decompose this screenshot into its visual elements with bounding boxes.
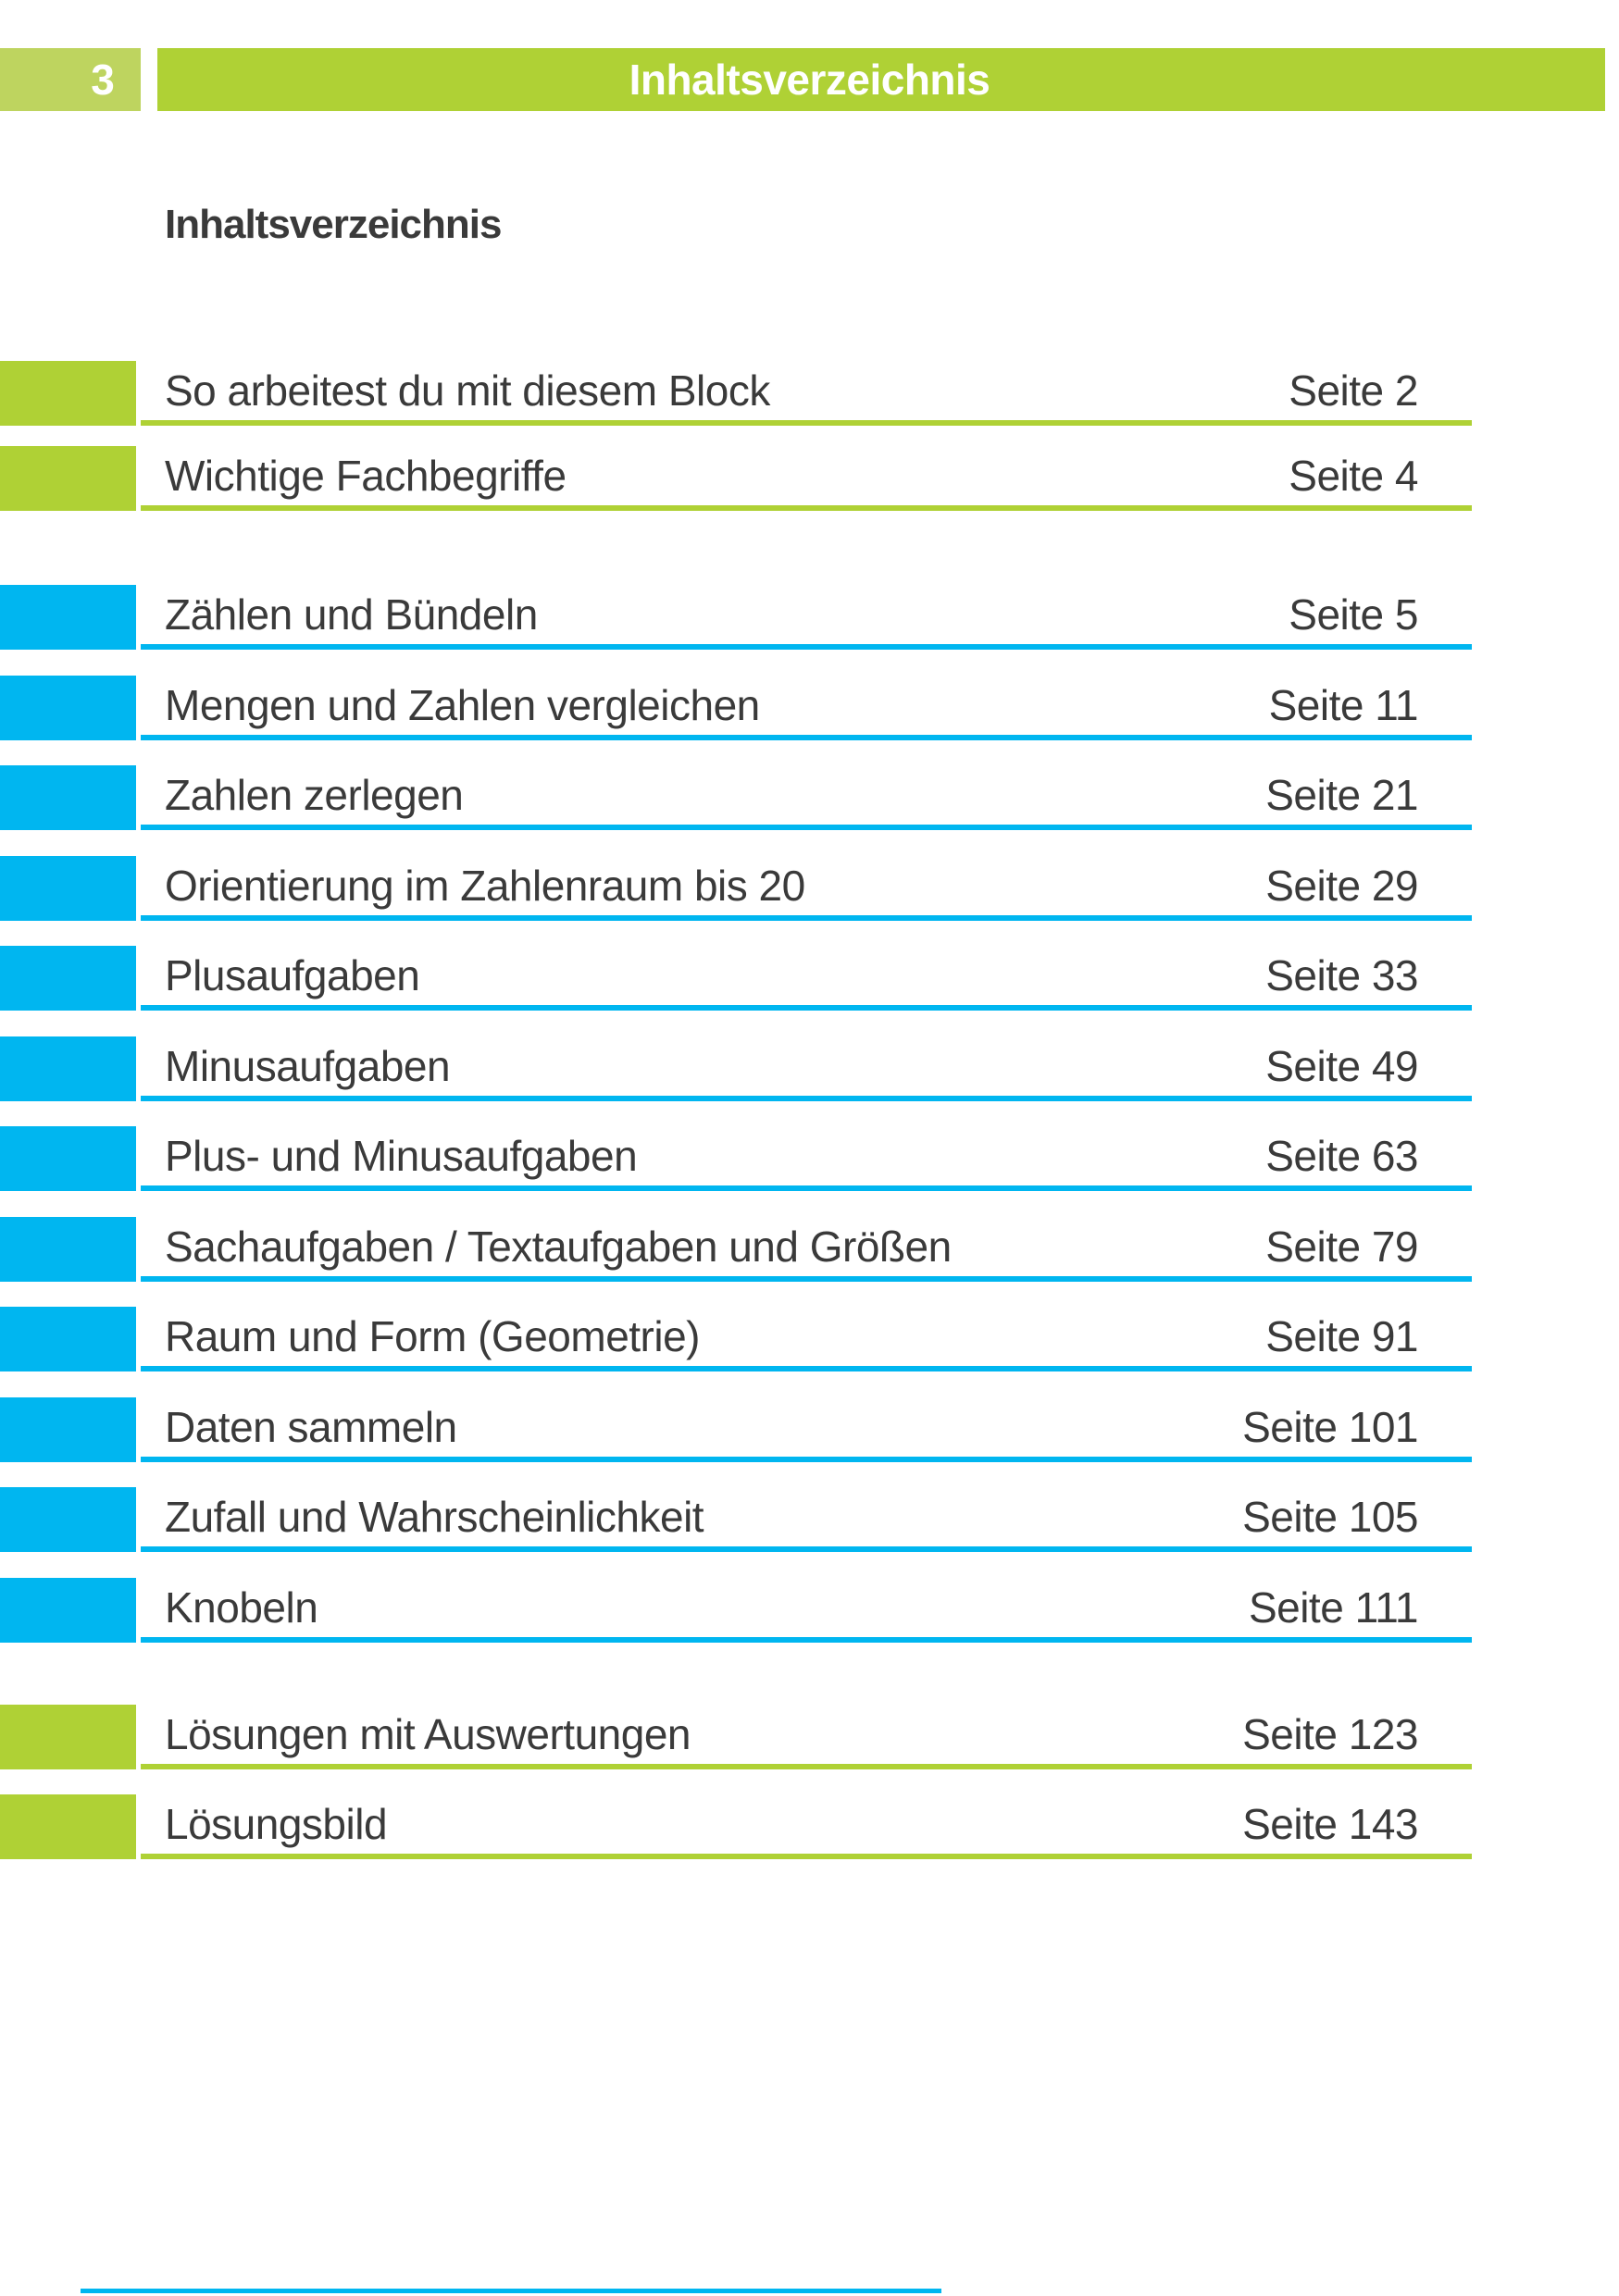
toc-entry-page: Seite 4 xyxy=(1289,452,1418,500)
row-color-tab xyxy=(0,446,136,511)
toc-entry-title: Daten sammeln xyxy=(165,1402,457,1451)
row-underline xyxy=(141,1005,1472,1011)
toc-entry-title: Zufall und Wahrscheinlichkeit xyxy=(165,1493,704,1541)
toc-group-green: So arbeitest du mit diesem Block Seite 2… xyxy=(0,361,1472,511)
row-underline xyxy=(141,914,1472,921)
toc-row: Orientierung im Zahlenraum bis 20 Seite … xyxy=(0,855,1472,921)
row-color-tab xyxy=(0,1126,136,1191)
toc-entry-title: Zahlen zerlegen xyxy=(165,771,464,819)
toc-entry-page: Seite 101 xyxy=(1242,1402,1418,1451)
toc-row: Lösungsbild Seite 143 xyxy=(0,1794,1472,1859)
row-underline xyxy=(141,1275,1472,1282)
toc-entry-title: Minusaufgaben xyxy=(165,1041,451,1090)
row-color-tab xyxy=(0,1705,136,1769)
row-underline xyxy=(141,1095,1472,1101)
toc-entry-title: Wichtige Fachbegriffe xyxy=(165,452,567,500)
toc-row: Wichtige Fachbegriffe Seite 4 xyxy=(0,446,1472,511)
toc-entry-page: Seite 5 xyxy=(1289,590,1418,639)
toc-group-green: Lösungen mit Auswertungen Seite 123 Lösu… xyxy=(0,1705,1472,1859)
row-underline xyxy=(141,644,1472,650)
toc-entry-title: Orientierung im Zahlenraum bis 20 xyxy=(165,861,805,910)
row-color-tab xyxy=(0,946,136,1011)
toc-entry-title: Lösungsbild xyxy=(165,1800,388,1848)
toc-row: Minusaufgaben Seite 49 xyxy=(0,1036,1472,1101)
row-color-tab xyxy=(0,675,136,740)
toc-entry-page: Seite 49 xyxy=(1265,1041,1418,1090)
toc-entry-page: Seite 33 xyxy=(1265,951,1418,999)
row-color-tab xyxy=(0,585,136,650)
row-color-tab xyxy=(0,1396,136,1462)
toc-row: Knobeln Seite 111 xyxy=(0,1577,1472,1643)
row-color-tab xyxy=(0,1577,136,1643)
toc-row: Lösungen mit Auswertungen Seite 123 xyxy=(0,1705,1472,1769)
row-underline xyxy=(141,1854,1472,1859)
toc-entry-page: Seite 11 xyxy=(1268,680,1419,729)
row-color-tab xyxy=(0,1216,136,1282)
toc-entry-page: Seite 105 xyxy=(1242,1493,1418,1541)
toc-entry-page: Seite 143 xyxy=(1242,1800,1418,1848)
toc-entry-page: Seite 2 xyxy=(1289,366,1418,415)
row-underline xyxy=(141,420,1472,426)
toc-entry-title: Plusaufgaben xyxy=(165,951,420,999)
toc-row: Plusaufgaben Seite 33 xyxy=(0,946,1472,1011)
toc-row: Zahlen zerlegen Seite 21 xyxy=(0,765,1472,830)
page-number: 3 xyxy=(91,56,115,104)
page-number-box: 3 xyxy=(0,48,141,111)
header-title: Inhaltsverzeichnis xyxy=(0,48,1619,111)
toc-row: Mengen und Zahlen vergleichen Seite 11 xyxy=(0,675,1472,740)
toc-entry-title: Raum und Form (Geometrie) xyxy=(165,1312,701,1360)
toc-entry-title: Lösungen mit Auswertungen xyxy=(165,1710,691,1758)
header-bar xyxy=(157,48,1605,111)
bottom-edge-line xyxy=(81,2289,941,2293)
toc-row: Zählen und Bündeln Seite 5 xyxy=(0,585,1472,650)
row-underline xyxy=(141,1456,1472,1462)
toc-row: Daten sammeln Seite 101 xyxy=(0,1396,1472,1462)
header-title-text: Inhaltsverzeichnis xyxy=(629,56,990,104)
page-heading: Inhaltsverzeichnis xyxy=(165,202,502,247)
toc-row: Zufall und Wahrscheinlichkeit Seite 105 xyxy=(0,1487,1472,1552)
toc-entry-page: Seite 123 xyxy=(1242,1710,1418,1758)
row-underline xyxy=(141,1366,1472,1371)
toc-entry-title: Zählen und Bündeln xyxy=(165,590,538,639)
toc-entry-page: Seite 111 xyxy=(1248,1582,1419,1632)
toc-entry-title: Sachaufgaben / Textaufgaben und Größen xyxy=(165,1222,952,1271)
toc-group-blue: Zählen und Bündeln Seite 5 Mengen und Za… xyxy=(0,585,1472,1643)
row-underline xyxy=(141,505,1472,511)
row-underline xyxy=(141,1546,1472,1552)
row-color-tab xyxy=(0,1794,136,1859)
toc-row: Raum und Form (Geometrie) Seite 91 xyxy=(0,1307,1472,1371)
row-color-tab xyxy=(0,765,136,830)
row-underline xyxy=(141,1764,1472,1769)
row-color-tab xyxy=(0,1307,136,1371)
toc-entry-title: So arbeitest du mit diesem Block xyxy=(165,366,770,415)
toc-row: So arbeitest du mit diesem Block Seite 2 xyxy=(0,361,1472,426)
toc-entry-title: Plus- und Minusaufgaben xyxy=(165,1132,638,1180)
toc-entry-page: Seite 29 xyxy=(1265,861,1418,910)
toc-list: So arbeitest du mit diesem Block Seite 2… xyxy=(0,361,1472,1884)
toc-entry-title: Knobeln xyxy=(165,1582,318,1632)
toc-row: Sachaufgaben / Textaufgaben und Größen S… xyxy=(0,1216,1472,1282)
row-underline xyxy=(141,734,1472,740)
toc-entry-page: Seite 21 xyxy=(1265,771,1418,819)
row-underline xyxy=(141,825,1472,830)
toc-entry-page: Seite 63 xyxy=(1265,1132,1418,1180)
row-color-tab xyxy=(0,1036,136,1101)
row-underline xyxy=(141,1636,1472,1643)
toc-entry-title: Mengen und Zahlen vergleichen xyxy=(165,680,760,729)
row-color-tab xyxy=(0,855,136,921)
row-color-tab xyxy=(0,361,136,426)
toc-row: Plus- und Minusaufgaben Seite 63 xyxy=(0,1126,1472,1191)
row-color-tab xyxy=(0,1487,136,1552)
toc-entry-page: Seite 91 xyxy=(1265,1312,1418,1360)
row-underline xyxy=(141,1185,1472,1191)
toc-entry-page: Seite 79 xyxy=(1265,1222,1418,1271)
